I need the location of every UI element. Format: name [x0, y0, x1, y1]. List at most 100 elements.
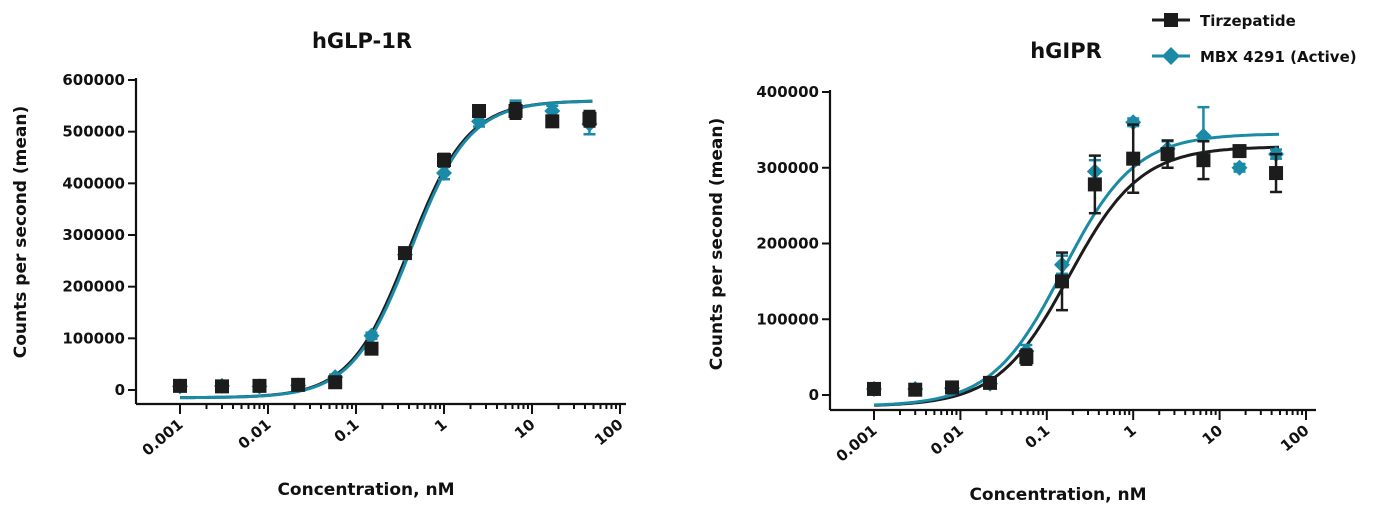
- chart-title: hGLP-1R: [312, 29, 412, 53]
- x-tick-label: 100: [591, 415, 627, 449]
- data-point-tirzepatide: [397, 246, 412, 261]
- chart-title: hGIPR: [1030, 39, 1102, 63]
- y-tick-label: 600000: [62, 71, 125, 89]
- legend-label: Tirzepatide: [1200, 12, 1296, 30]
- data-point-tirzepatide: [508, 102, 523, 120]
- y-tick-label: 200000: [756, 235, 819, 253]
- x-axis-label: Concentration, nM: [969, 485, 1146, 505]
- x-tick-label: 0.1: [331, 415, 363, 446]
- chart-ticks: 0 100000 200000 300000 400000 500000 600000 0.0…: [62, 71, 626, 460]
- square-marker: [1019, 350, 1034, 365]
- diamond-marker: [436, 165, 452, 181]
- square-marker: [173, 378, 187, 393]
- x-tick-label: 1: [431, 415, 451, 435]
- data-point-tirzepatide: [437, 152, 451, 168]
- square-marker: [945, 380, 960, 395]
- diamond-marker: [1125, 114, 1142, 131]
- square-marker: [1269, 166, 1284, 181]
- square-marker: [291, 377, 306, 392]
- square-marker: [1196, 153, 1211, 168]
- square-marker: [1055, 274, 1070, 289]
- data-point-tirzepatide: [214, 379, 229, 394]
- legend-square-marker: [1164, 13, 1178, 27]
- data-point-tirzepatide: [545, 114, 560, 129]
- y-axis-label: Counts per second (mean): [707, 118, 727, 370]
- x-tick-label: 0.001: [139, 415, 187, 459]
- y-tick-label: 0: [809, 386, 819, 404]
- square-marker: [364, 341, 379, 356]
- fit-curve-mbx4291: [873, 132, 1280, 407]
- data-point-tirzepatide: [1019, 348, 1034, 366]
- x-tick-label: 100: [1277, 421, 1313, 455]
- x-tick-label: 10: [511, 415, 539, 442]
- data-points: [866, 105, 1285, 397]
- y-axis-label: Counts per second (mean): [11, 106, 31, 358]
- square-marker: [508, 104, 523, 118]
- x-axis-label: Concentration, nM: [277, 480, 454, 500]
- diamond-marker: [1195, 127, 1212, 144]
- data-point-tirzepatide: [1160, 139, 1175, 169]
- x-tick-label: 1: [1120, 421, 1140, 441]
- data-point-tirzepatide: [1196, 139, 1211, 181]
- data-point-tirzepatide: [291, 377, 306, 392]
- data-point-tirzepatide: [1087, 154, 1102, 215]
- square-marker: [214, 379, 229, 394]
- fit-curves: [873, 132, 1280, 407]
- diamond-marker: [1231, 159, 1248, 176]
- legend: Tirzepatide MBX 4291 (Active): [1152, 12, 1357, 66]
- square-marker: [982, 375, 997, 390]
- diamond-marker: [363, 327, 380, 344]
- y-tick-label: 0: [115, 381, 125, 399]
- square-marker: [1232, 144, 1247, 159]
- square-marker: [867, 381, 881, 396]
- square-marker: [472, 104, 487, 118]
- data-point-tirzepatide: [867, 381, 881, 396]
- data-point-tirzepatide: [1269, 152, 1284, 194]
- square-marker: [1087, 177, 1102, 192]
- x-tick-label: 0.1: [1021, 421, 1053, 452]
- data-point-tirzepatide: [252, 378, 267, 393]
- y-tick-label: 400000: [756, 83, 819, 101]
- square-marker: [545, 114, 560, 129]
- square-marker: [582, 111, 597, 126]
- data-point-tirzepatide: [1126, 123, 1141, 194]
- data-point-tirzepatide: [582, 109, 597, 128]
- data-point-tirzepatide: [472, 104, 487, 118]
- data-point-tirzepatide: [173, 378, 187, 393]
- square-marker: [328, 375, 343, 390]
- fit-curve-tirzepatide: [873, 145, 1279, 407]
- chart-hglp1r: hGLP-1R 0 100000 200000 300000 400000 500000 6…: [11, 29, 627, 500]
- fit-curve-tirzepatide: [180, 99, 593, 400]
- chart-ticks: 0 100000 200000 300000 400000 0.001 0.01 0.1 1 10…: [756, 83, 1312, 466]
- y-tick-label: 300000: [62, 226, 125, 244]
- square-marker: [1160, 147, 1175, 162]
- y-tick-label: 100000: [62, 329, 125, 347]
- x-tick-label: 0.01: [235, 415, 275, 453]
- data-point-mbx4291: [1125, 114, 1142, 131]
- data-point-tirzepatide: [328, 375, 343, 390]
- data-point-tirzepatide: [1055, 251, 1070, 312]
- data-point-tirzepatide: [982, 375, 997, 390]
- y-tick-label: 100000: [756, 310, 819, 328]
- x-tick-label: 0.001: [833, 421, 881, 465]
- y-tick-label: 500000: [62, 123, 125, 141]
- fit-curves: [180, 99, 593, 400]
- x-tick-label: 0.01: [927, 421, 967, 459]
- data-point-mbx4291: [363, 327, 380, 344]
- data-point-tirzepatide: [364, 341, 379, 356]
- legend-item-mbx4291: MBX 4291 (Active): [1152, 47, 1357, 66]
- data-point-mbx4291: [1231, 159, 1248, 176]
- square-marker: [437, 153, 451, 168]
- square-marker: [1126, 151, 1141, 166]
- data-point-tirzepatide: [945, 380, 960, 395]
- legend-item-tirzepatide: Tirzepatide: [1152, 12, 1296, 30]
- legend-label: MBX 4291 (Active): [1200, 48, 1357, 66]
- y-tick-label: 300000: [756, 159, 819, 177]
- y-tick-label: 400000: [62, 174, 125, 192]
- data-points: [172, 99, 598, 395]
- data-point-tirzepatide: [908, 382, 923, 397]
- chart-hgipr: hGIPR 0 100000 200000 300000 400000 0.001 0.01…: [707, 39, 1316, 505]
- data-point-tirzepatide: [1232, 144, 1247, 159]
- legend-diamond-marker: [1162, 47, 1180, 65]
